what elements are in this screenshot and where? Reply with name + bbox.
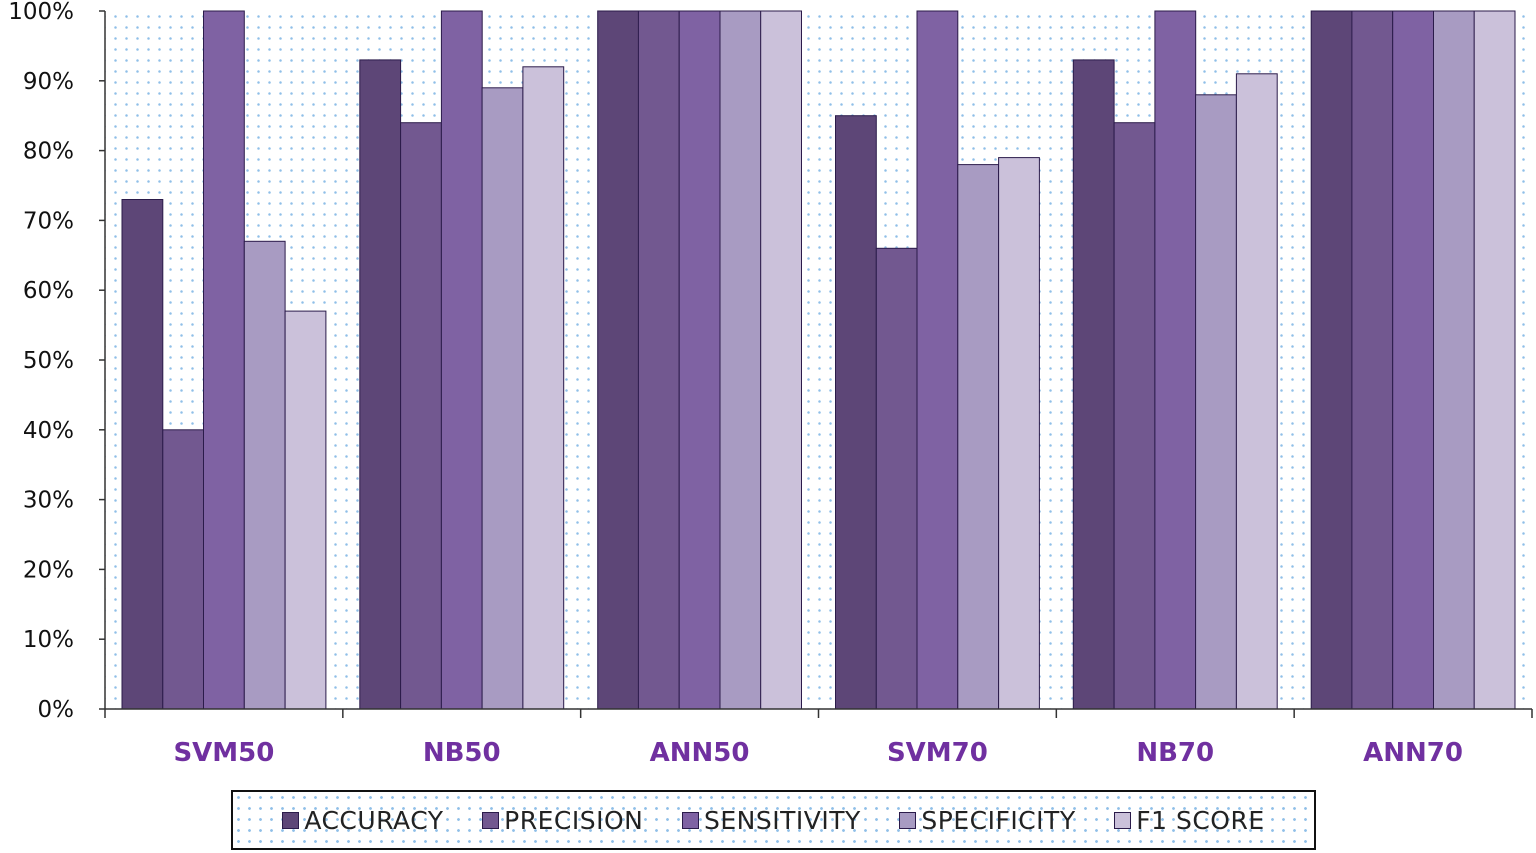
x-tick-label: ANN50 bbox=[650, 738, 750, 768]
bar-svm50-precision bbox=[162, 429, 205, 710]
legend-label: ACCURACY bbox=[304, 805, 444, 835]
bar-ann70-sensitivity bbox=[1392, 10, 1434, 710]
x-axis: SVM50 NB50 ANN50 SVM70 NB70 ANN70 bbox=[104, 708, 1533, 768]
y-tick-label: 100% bbox=[8, 0, 74, 25]
bar-nb70-precision bbox=[1113, 122, 1156, 710]
bar-svm50-accuracy bbox=[121, 199, 164, 710]
bar-ann70-f1-score bbox=[1473, 10, 1516, 710]
legend-swatch bbox=[482, 811, 500, 829]
x-tick-label: SVM50 bbox=[173, 738, 274, 768]
legend-item: SENSITIVITY bbox=[681, 805, 861, 835]
y-tick-label: 10% bbox=[23, 627, 74, 653]
bar-nb70-f1-score bbox=[1235, 73, 1278, 710]
y-tick-label: 70% bbox=[23, 208, 74, 234]
legend-item: PRECISION bbox=[482, 806, 643, 835]
y-axis: 0% 10% 20% 30% 40% 50% 60% 70% 80% 90% 100% bbox=[8, 0, 106, 723]
bar-ann50-sensitivity bbox=[678, 10, 721, 710]
y-tick-label: 0% bbox=[38, 697, 75, 723]
bar-svm70-f1-score bbox=[998, 157, 1040, 710]
legend-swatch bbox=[899, 811, 917, 829]
bar-chart: 0% 10% 20% 30% 40% 50% 60% 70% 80% 90% 100% SVM50 N… bbox=[8, 0, 1533, 768]
bar-svm70-precision bbox=[875, 247, 918, 710]
x-tick-label: NB70 bbox=[1136, 738, 1214, 768]
legend-label: SENSITIVITY bbox=[703, 805, 861, 835]
legend: ACCURACY PRECISION SENSITIVITY SPECIFICITY F… bbox=[231, 790, 1316, 850]
y-tick-label: 40% bbox=[23, 418, 74, 444]
bar-svm50-f1-score bbox=[284, 310, 327, 710]
y-tick-label: 90% bbox=[23, 69, 74, 95]
y-tick-label: 60% bbox=[23, 278, 74, 304]
bar-ann70-precision bbox=[1351, 10, 1394, 710]
legend-label: PRECISION bbox=[504, 805, 644, 835]
bar-svm70-sensitivity bbox=[916, 10, 959, 710]
y-tick-label: 20% bbox=[23, 557, 74, 583]
x-tick-label: NB50 bbox=[423, 738, 501, 768]
legend-item: F1 SCORE bbox=[1114, 806, 1264, 835]
bar-svm50-specificity bbox=[243, 240, 286, 710]
bar-nb70-specificity bbox=[1195, 94, 1237, 710]
bar-ann70-accuracy bbox=[1310, 10, 1353, 710]
bar-svm70-accuracy bbox=[835, 115, 877, 710]
legend-label: SPECIFICITY bbox=[921, 805, 1076, 835]
bars bbox=[121, 10, 1516, 710]
bar-nb50-f1-score bbox=[522, 66, 565, 710]
plot-area bbox=[105, 11, 1532, 709]
legend-swatch bbox=[1114, 811, 1132, 829]
legend-label: F1 SCORE bbox=[1136, 805, 1265, 835]
legend-swatch bbox=[681, 811, 699, 829]
bar-svm70-specificity bbox=[957, 164, 1000, 710]
bar-ann50-f1-score bbox=[760, 10, 803, 710]
legend-swatch bbox=[282, 811, 300, 829]
y-tick-label: 80% bbox=[23, 139, 74, 165]
bar-ann70-specificity bbox=[1433, 10, 1475, 710]
bar-ann50-accuracy bbox=[597, 10, 640, 710]
bar-nb50-sensitivity bbox=[440, 10, 483, 710]
bar-nb50-accuracy bbox=[359, 59, 402, 710]
bar-nb50-precision bbox=[400, 122, 442, 710]
bar-nb50-specificity bbox=[481, 87, 524, 710]
bar-ann50-specificity bbox=[719, 10, 762, 710]
legend-item: SPECIFICITY bbox=[899, 806, 1075, 835]
x-tick-label: SVM70 bbox=[887, 738, 988, 768]
x-tick-label: ANN70 bbox=[1363, 738, 1463, 768]
bar-svm50-sensitivity bbox=[203, 10, 245, 710]
bar-nb70-sensitivity bbox=[1154, 10, 1197, 710]
bar-ann50-precision bbox=[637, 10, 680, 710]
y-tick-label: 50% bbox=[23, 348, 74, 374]
bar-nb70-accuracy bbox=[1072, 59, 1115, 710]
y-tick-label: 30% bbox=[23, 488, 74, 514]
legend-item: ACCURACY bbox=[282, 806, 443, 835]
